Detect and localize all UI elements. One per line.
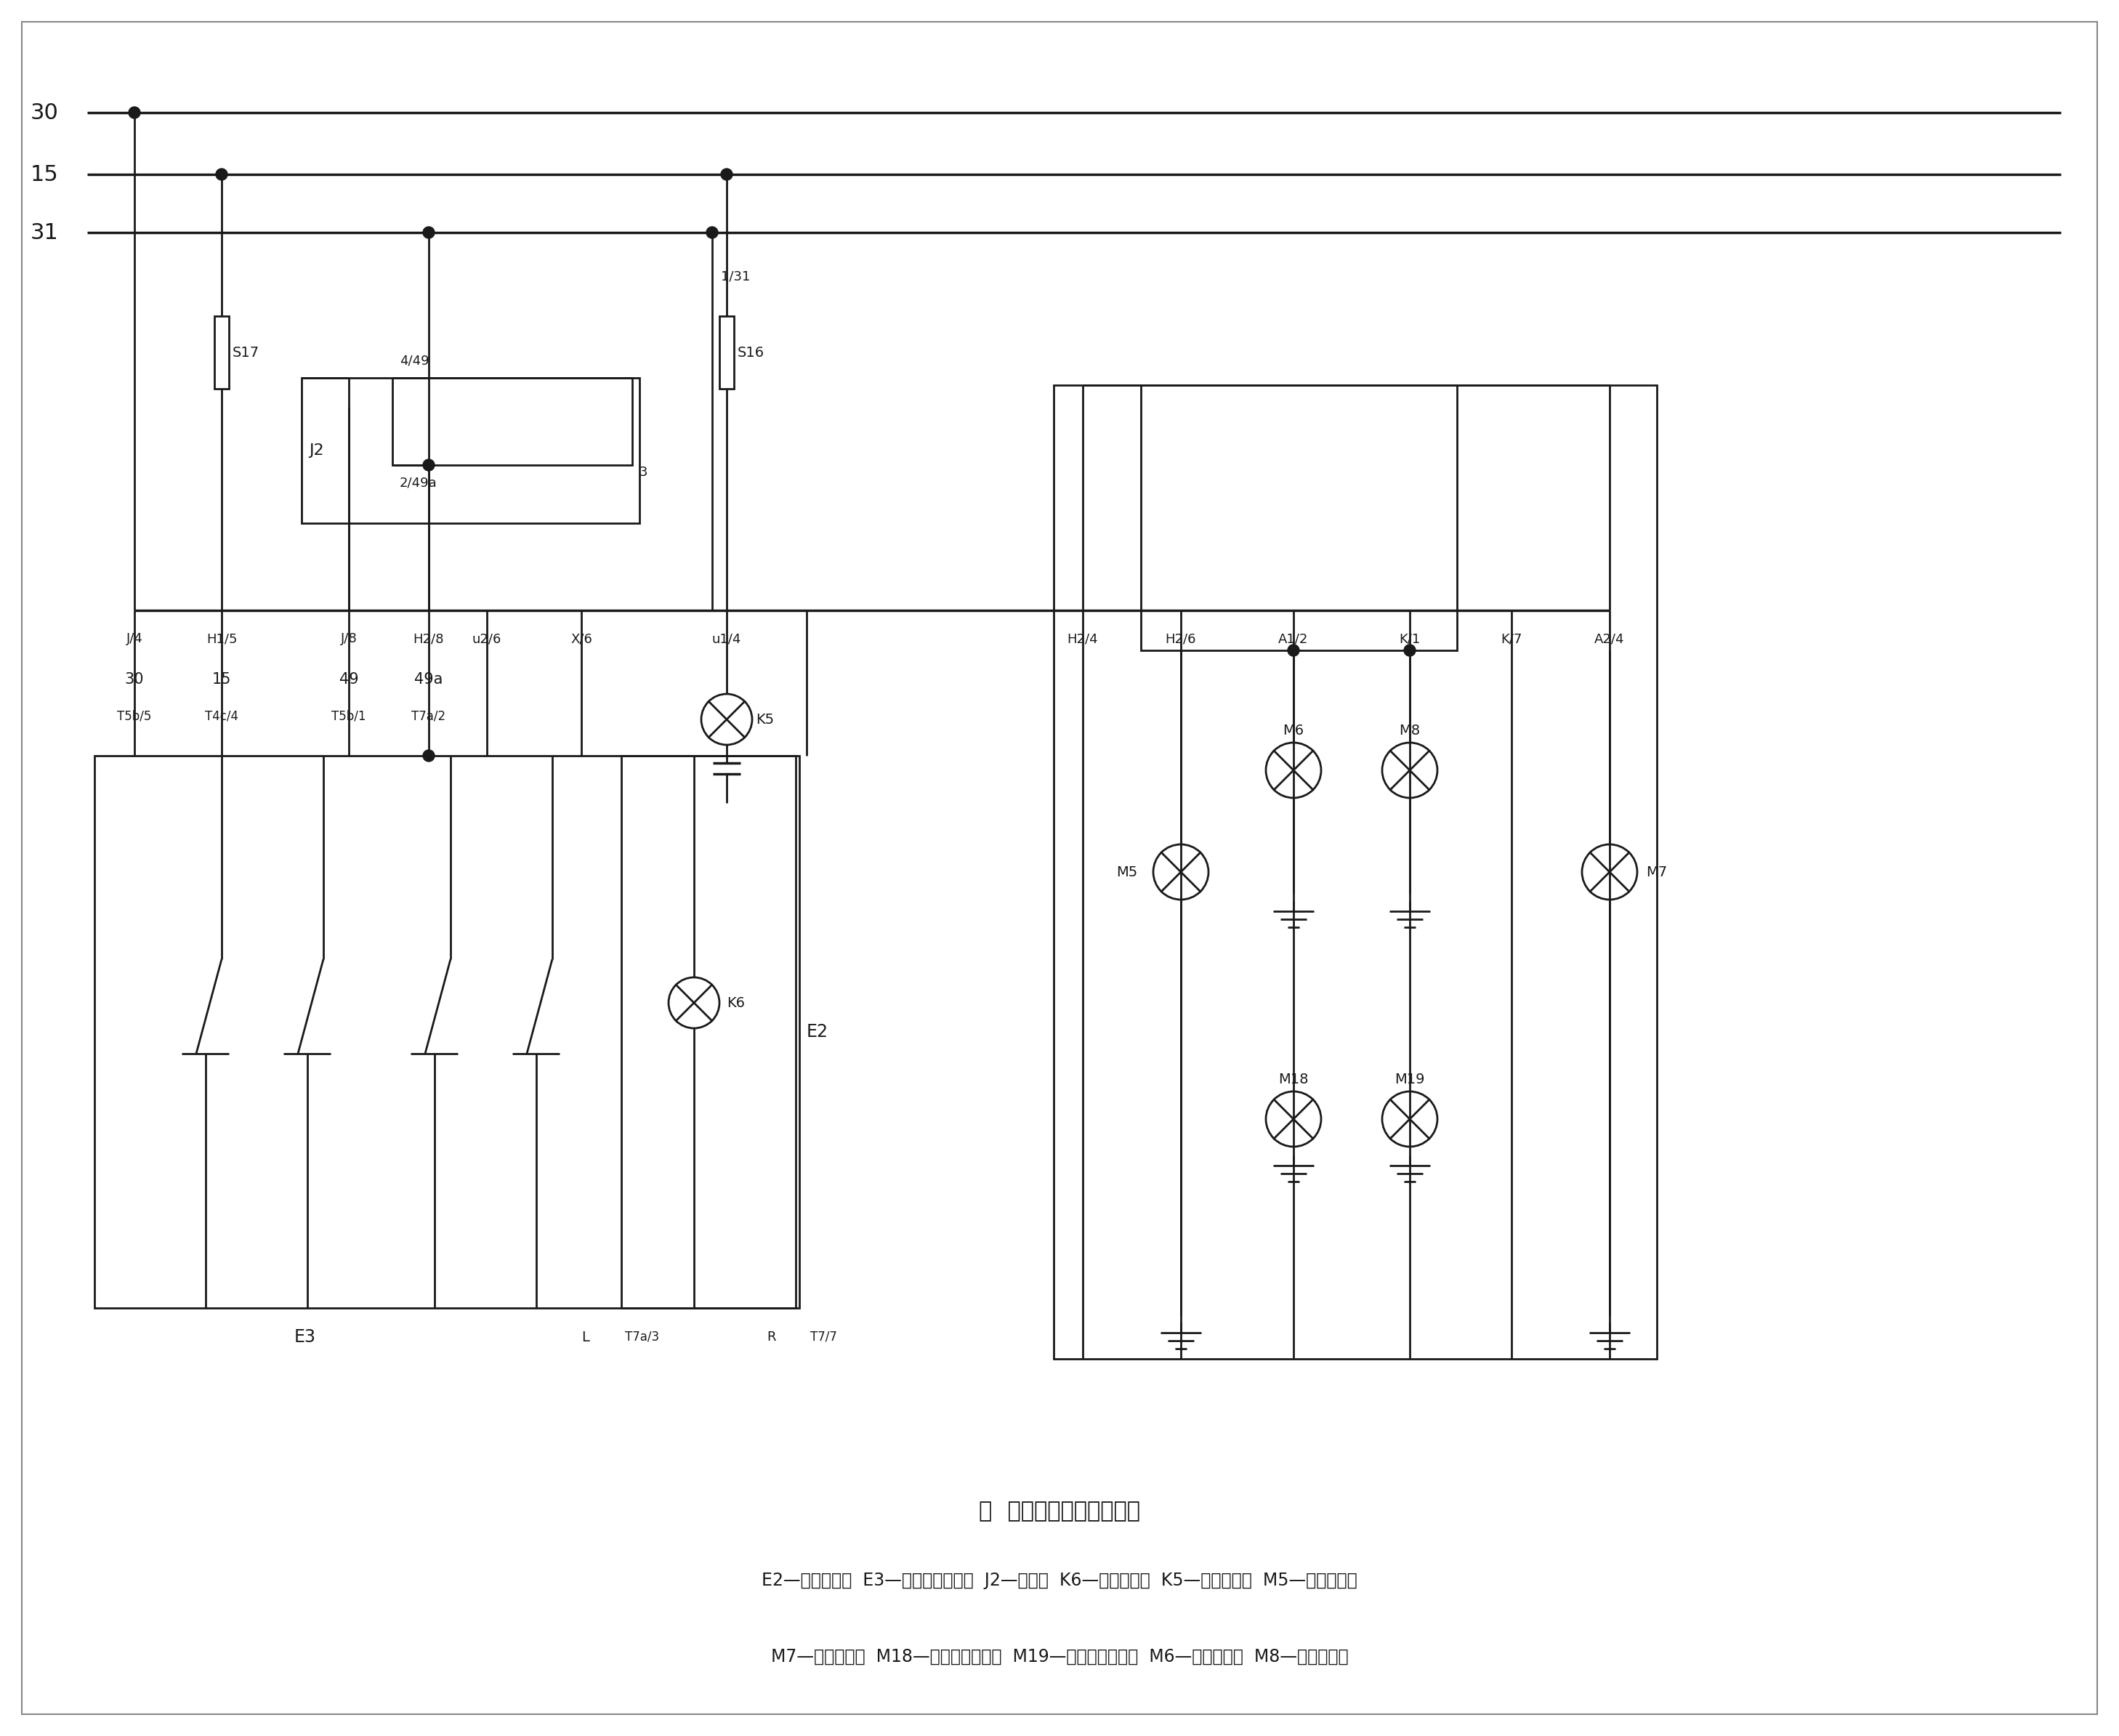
Bar bbox=[301, 378, 640, 523]
Text: E3: E3 bbox=[295, 1328, 316, 1345]
Text: T7/7: T7/7 bbox=[809, 1330, 837, 1344]
Text: T5b/1: T5b/1 bbox=[331, 710, 367, 722]
Text: K5: K5 bbox=[756, 712, 773, 726]
Text: X/6: X/6 bbox=[570, 632, 591, 646]
Bar bbox=[95, 755, 799, 1307]
Text: J2: J2 bbox=[309, 443, 324, 458]
Text: T5b/5: T5b/5 bbox=[117, 710, 153, 722]
Text: J/4: J/4 bbox=[127, 632, 142, 646]
Text: K6: K6 bbox=[727, 996, 746, 1010]
Text: M7—右前转向灯  M18—左侧停车转向灯  M19—右侧停车转向灯  M6—左后转向灯  M8—右后转向灯: M7—右前转向灯 M18—左侧停车转向灯 M19—右侧停车转向灯 M6—左后转向… bbox=[771, 1647, 1348, 1665]
Text: T4c/4: T4c/4 bbox=[206, 710, 237, 722]
Text: A2/4: A2/4 bbox=[1593, 632, 1625, 646]
Text: H2/4: H2/4 bbox=[1068, 632, 1098, 646]
Text: K/1: K/1 bbox=[1399, 632, 1420, 646]
Circle shape bbox=[424, 460, 434, 470]
Bar bbox=[392, 378, 631, 465]
Text: 4/49: 4/49 bbox=[400, 354, 430, 366]
Circle shape bbox=[424, 227, 434, 238]
Text: 30: 30 bbox=[30, 102, 57, 123]
Text: S16: S16 bbox=[737, 345, 765, 359]
Text: M7: M7 bbox=[1646, 865, 1668, 878]
Text: 15: 15 bbox=[30, 163, 57, 186]
Text: M18: M18 bbox=[1278, 1073, 1310, 1087]
Bar bbox=[621, 755, 797, 1307]
Text: H2/8: H2/8 bbox=[413, 632, 445, 646]
Text: 49a: 49a bbox=[415, 672, 443, 687]
Circle shape bbox=[129, 108, 140, 118]
Text: H2/6: H2/6 bbox=[1165, 632, 1197, 646]
Text: 30: 30 bbox=[125, 672, 144, 687]
Text: 31: 31 bbox=[30, 222, 57, 243]
Text: H1/5: H1/5 bbox=[206, 632, 237, 646]
Text: M19: M19 bbox=[1394, 1073, 1424, 1087]
Text: 2/49a: 2/49a bbox=[400, 476, 437, 490]
Text: 15: 15 bbox=[212, 672, 231, 687]
Text: S17: S17 bbox=[233, 345, 259, 359]
Bar bbox=[1053, 385, 1657, 1359]
Text: T7a/3: T7a/3 bbox=[625, 1330, 659, 1344]
Text: A1/2: A1/2 bbox=[1278, 632, 1310, 646]
Text: M6: M6 bbox=[1282, 724, 1303, 738]
Circle shape bbox=[424, 750, 434, 762]
Circle shape bbox=[706, 227, 718, 238]
Text: E2—转向灯开关  E3—危急报警灯开关  J2—闪光器  K6—危急报警灯  K5—转向指示灯  M5—左前转向灯: E2—转向灯开关 E3—危急报警灯开关 J2—闪光器 K6—危急报警灯 K5—转… bbox=[761, 1571, 1358, 1588]
Text: M8: M8 bbox=[1399, 724, 1420, 738]
Text: 1/31: 1/31 bbox=[720, 269, 750, 283]
Text: E2: E2 bbox=[807, 1023, 829, 1040]
Text: 图  捷达轿车转向灯电路图: 图 捷达轿车转向灯电路图 bbox=[979, 1502, 1140, 1522]
Circle shape bbox=[1288, 644, 1299, 656]
Text: T7a/2: T7a/2 bbox=[411, 710, 445, 722]
Circle shape bbox=[216, 168, 227, 181]
Text: R: R bbox=[767, 1330, 776, 1344]
Text: 49: 49 bbox=[339, 672, 358, 687]
Bar bbox=[214, 316, 229, 389]
Circle shape bbox=[720, 168, 733, 181]
Bar bbox=[1140, 385, 1458, 651]
Text: J/8: J/8 bbox=[341, 632, 358, 646]
Bar bbox=[720, 316, 733, 389]
Text: u2/6: u2/6 bbox=[473, 632, 502, 646]
Text: 3: 3 bbox=[640, 465, 648, 479]
Text: L: L bbox=[581, 1330, 589, 1344]
Text: K/7: K/7 bbox=[1500, 632, 1521, 646]
Text: M5: M5 bbox=[1117, 865, 1138, 878]
Circle shape bbox=[1405, 644, 1415, 656]
Text: u1/4: u1/4 bbox=[712, 632, 742, 646]
